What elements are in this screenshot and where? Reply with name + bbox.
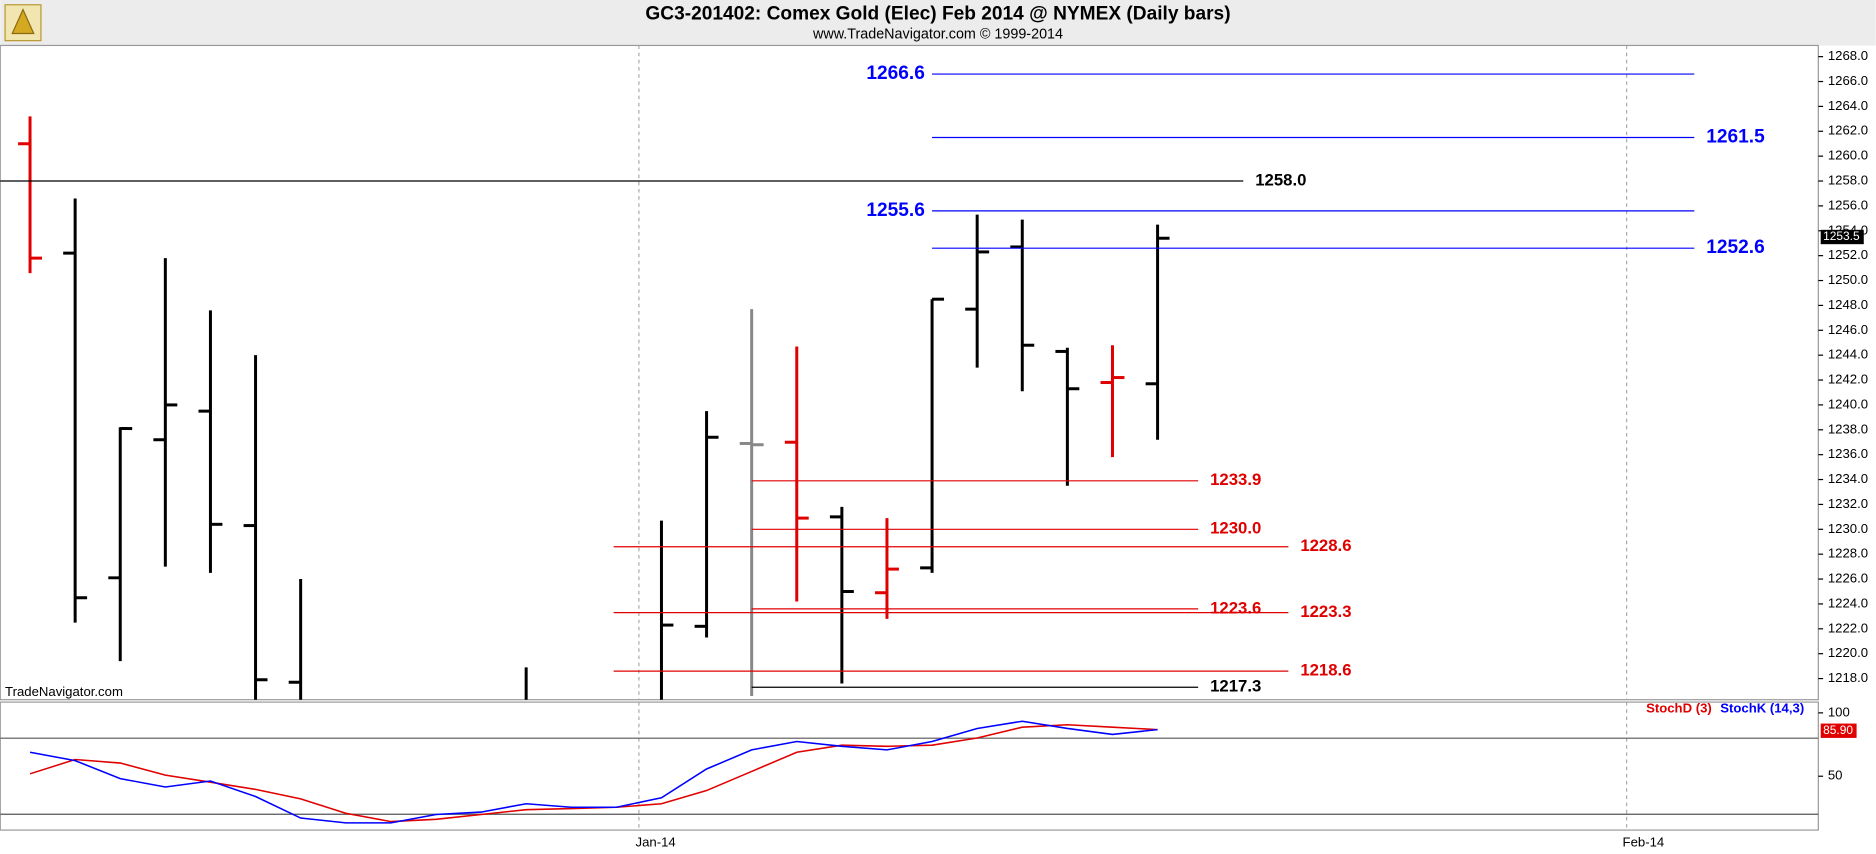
level-label: 1230.0 (1210, 519, 1261, 538)
level-label: 1223.6 (1210, 598, 1261, 617)
y-tick-label: 1268.0 (1828, 48, 1868, 63)
watermark: TradeNavigator.com (5, 684, 123, 699)
y-tick-label: 1252.0 (1828, 247, 1868, 262)
last-value-box (1820, 723, 1857, 738)
level-label: 1228.6 (1300, 536, 1351, 555)
y-tick-label: 100 (1828, 704, 1850, 719)
level-label: 1261.5 (1706, 127, 1765, 148)
level-label: 1223.3 (1300, 602, 1351, 621)
plot-area (18, 45, 1628, 700)
x-tick-label: Feb-14 (1623, 835, 1665, 850)
level-label: 1233.9 (1210, 470, 1261, 489)
y-tick-label: 1264.0 (1828, 98, 1868, 113)
y-tick-label: 1248.0 (1828, 297, 1868, 312)
logo (4, 4, 42, 42)
y-tick-label: 1234.0 (1828, 471, 1868, 486)
legend-entry: StochD (3) (1646, 701, 1712, 716)
y-tick-label: 1262.0 (1828, 123, 1868, 138)
y-tick-label: 1246.0 (1828, 322, 1868, 337)
y-tick-label: 1226.0 (1828, 571, 1868, 586)
y-tick-label: 1260.0 (1828, 148, 1868, 163)
chart-title: GC3-201402: Comex Gold (Elec) Feb 2014 @… (645, 3, 1230, 24)
y-tick-label: 1238.0 (1828, 421, 1868, 436)
price-panel (0, 44, 1819, 701)
last-price-label: 1253.5 (1823, 229, 1860, 243)
stoch-line (29, 720, 1158, 824)
chart-subtitle: www.TradeNavigator.com © 1999-2014 (812, 26, 1063, 42)
y-tick-label: 1250.0 (1828, 272, 1868, 287)
y-tick-label: 1240.0 (1828, 396, 1868, 411)
header-background (0, 0, 1876, 46)
plot-area (0, 702, 1819, 831)
y-tick-label: 1220.0 (1828, 645, 1868, 660)
y-tick-label: 1230.0 (1828, 521, 1868, 536)
y-tick-label: 1228.0 (1828, 546, 1868, 561)
stoch-panel (0, 701, 1819, 831)
y-tick-label: 1258.0 (1828, 172, 1868, 187)
y-tick-label: 1256.0 (1828, 197, 1868, 212)
y-tick-label: 1224.0 (1828, 595, 1868, 610)
level-label: 1252.6 (1706, 237, 1764, 258)
y-tick-label: 1222.0 (1828, 620, 1868, 635)
x-tick-label: Jan-14 (636, 835, 676, 850)
last-price-box (1820, 229, 1864, 245)
y-tick-label: 1232.0 (1828, 496, 1868, 511)
y-tick-label: 1242.0 (1828, 372, 1868, 387)
level-label: 1258.0 (1255, 170, 1306, 189)
y-tick-label: 1236.0 (1828, 446, 1868, 461)
y-tick-label: 1266.0 (1828, 73, 1868, 88)
level-label: 1217.3 (1210, 677, 1261, 696)
legend-entry: StochK (14,3) (1720, 701, 1804, 716)
y-tick-label: 1244.0 (1828, 347, 1868, 362)
last-value-label: 85.90 (1823, 723, 1853, 737)
level-label: 1266.6 (866, 63, 925, 84)
y-tick-label: 1218.0 (1828, 670, 1868, 685)
level-label: 1218.6 (1300, 661, 1351, 680)
y-tick-label: 50 (1828, 768, 1843, 783)
level-label: 1255.6 (866, 200, 925, 221)
